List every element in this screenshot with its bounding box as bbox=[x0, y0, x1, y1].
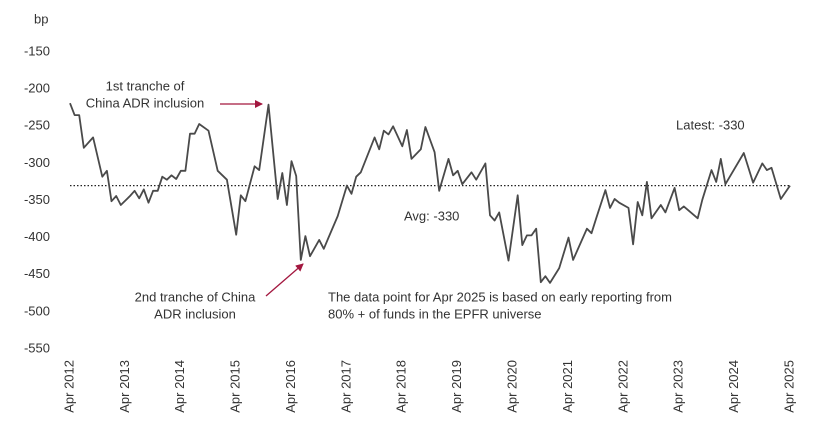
x-tick-label: Apr 2018 bbox=[394, 360, 409, 413]
y-tick-label: -200 bbox=[24, 81, 50, 96]
x-tick-label: Apr 2017 bbox=[338, 360, 353, 413]
annotation: ADR inclusion bbox=[154, 306, 236, 321]
x-tick-label: Apr 2020 bbox=[505, 360, 520, 413]
y-tick-label: -150 bbox=[24, 43, 50, 58]
x-tick-label: Apr 2015 bbox=[228, 360, 243, 413]
y-tick-label: -550 bbox=[24, 340, 50, 355]
x-tick-label: Apr 2016 bbox=[283, 360, 298, 413]
y-tick-label: -300 bbox=[24, 155, 50, 170]
annotation: Latest: -330 bbox=[676, 117, 745, 132]
y-tick-label: -250 bbox=[24, 118, 50, 133]
x-tick-label: Apr 2025 bbox=[781, 360, 796, 413]
annotation: China ADR inclusion bbox=[86, 95, 205, 110]
annotation: 1st tranche of bbox=[106, 78, 185, 93]
note: 80% + of funds in the EPFR universe bbox=[328, 306, 542, 321]
annotation: 2nd tranche of China bbox=[135, 289, 256, 304]
y-tick-label: -400 bbox=[24, 229, 50, 244]
y-tick-label: -500 bbox=[24, 303, 50, 318]
average-label: Avg: -330 bbox=[404, 208, 459, 223]
y-axis-label: bp bbox=[34, 11, 48, 26]
x-tick-label: Apr 2024 bbox=[726, 360, 741, 413]
y-tick-label: -450 bbox=[24, 266, 50, 281]
data-line bbox=[69, 102, 791, 284]
x-tick-label: Apr 2013 bbox=[117, 360, 132, 413]
y-tick-label: -350 bbox=[24, 192, 50, 207]
x-tick-label: Apr 2014 bbox=[172, 360, 187, 413]
x-tick-label: Apr 2021 bbox=[560, 360, 575, 413]
arrow bbox=[265, 263, 304, 297]
x-tick-label: Apr 2022 bbox=[615, 360, 630, 413]
note: The data point for Apr 2025 is based on … bbox=[328, 289, 672, 304]
x-tick-label: Apr 2019 bbox=[449, 360, 464, 413]
x-tick-label: Apr 2023 bbox=[671, 360, 686, 413]
x-tick-label: Apr 2012 bbox=[61, 360, 76, 413]
